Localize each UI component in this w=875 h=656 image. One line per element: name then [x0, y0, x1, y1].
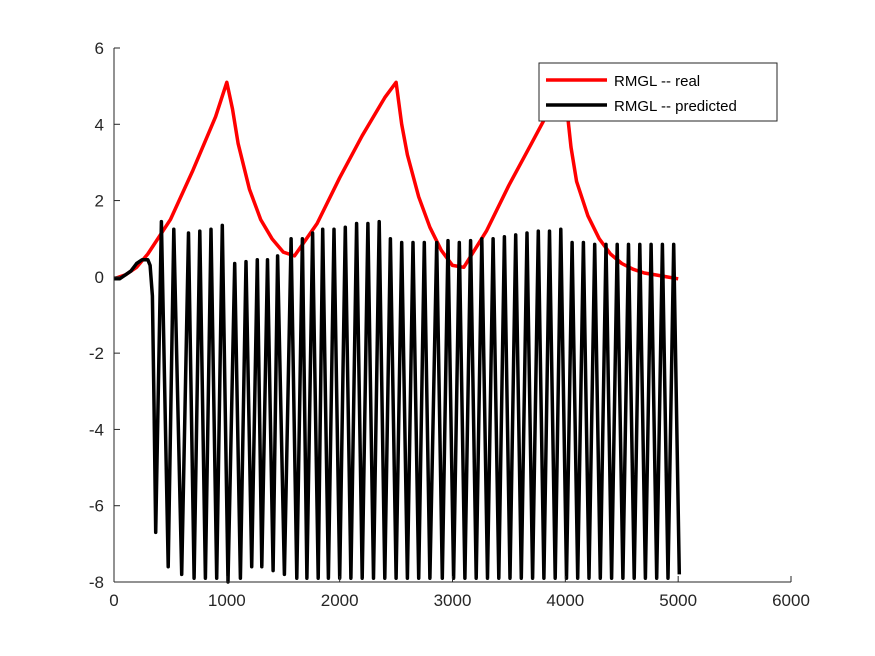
legend-box: [538, 62, 778, 122]
plot-area: [113, 80, 682, 584]
y-tick-label: -6: [89, 497, 104, 516]
legend-label-real: RMGL -- real: [614, 73, 700, 90]
y-tick-label: 4: [95, 115, 104, 134]
x-tick-label: 2000: [321, 591, 359, 610]
x-tick-label: 1000: [208, 591, 246, 610]
x-tick-label: 5000: [659, 591, 697, 610]
y-tick-label: 6: [95, 39, 104, 58]
y-tick-label: -2: [89, 344, 104, 363]
y-tick-label: -4: [89, 420, 104, 439]
y-tick-label: -8: [89, 573, 104, 592]
legend-label-predicted: RMGL -- predicted: [614, 98, 737, 115]
series-line-real: [113, 80, 679, 281]
y-tick-label: 2: [95, 192, 104, 211]
legend: RMGL -- real RMGL -- predicted: [538, 62, 778, 122]
x-tick-label: 0: [109, 591, 118, 610]
x-tick-label: 3000: [434, 591, 472, 610]
y-tick-label: 0: [95, 268, 104, 287]
series-line-predicted: [114, 219, 682, 584]
x-tick-label: 4000: [546, 591, 584, 610]
axes: 0 1000 2000 3000 4000 5000 6000 -8 -6 -4 -2 0 2 4 6: [89, 39, 810, 610]
x-tick-label: 6000: [772, 591, 810, 610]
